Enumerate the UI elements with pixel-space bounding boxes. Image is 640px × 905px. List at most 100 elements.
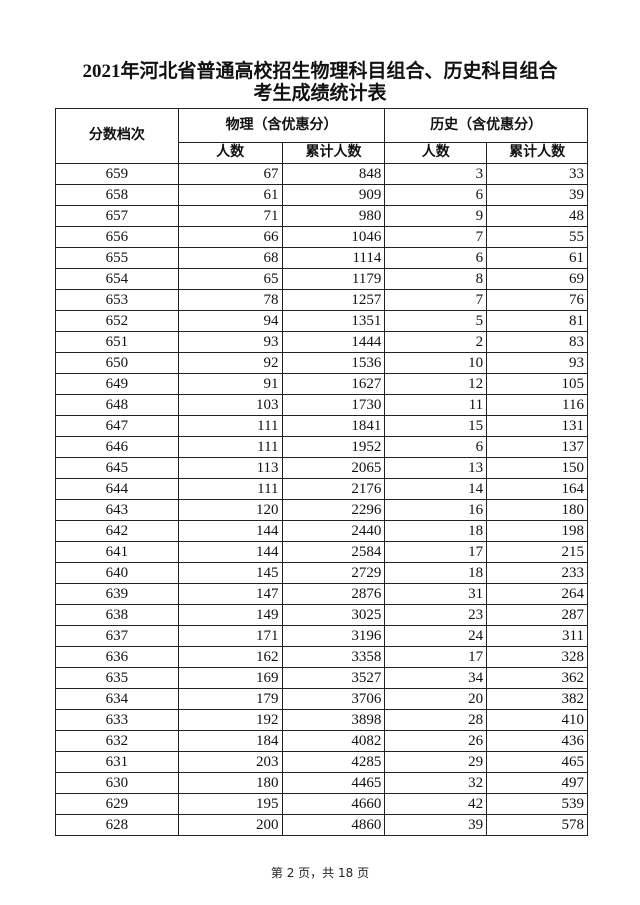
physics-cumulative-cell: 2296 (281, 499, 386, 521)
table-row: 641 144 2584 17 215 (55, 541, 588, 563)
history-count-cell: 10 (384, 352, 488, 374)
physics-count-cell: 179 (177, 688, 283, 710)
table-body: 659 67 848 3 33 658 61 909 6 39 657 71 980 9 48 656 66 10… (55, 163, 588, 836)
physics-count-cell: 111 (177, 436, 283, 458)
table-row: 648 103 1730 11 116 (55, 394, 588, 416)
table-row: 629 195 4660 42 539 (55, 793, 588, 815)
header-score: 分数档次 (55, 108, 179, 164)
history-cumulative-cell: 39 (486, 184, 588, 206)
physics-cumulative-cell: 4082 (281, 730, 386, 752)
page-footer: 第 2 页，共 18 页 (270, 866, 370, 880)
score-cell: 640 (55, 562, 179, 584)
physics-count-cell: 68 (177, 247, 283, 269)
physics-count-cell: 94 (177, 310, 283, 332)
table-row: 636 162 3358 17 328 (55, 646, 588, 668)
history-cumulative-cell: 436 (486, 730, 588, 752)
history-count-cell: 7 (384, 226, 488, 248)
table-row: 643 120 2296 16 180 (55, 499, 588, 521)
physics-count-cell: 111 (177, 478, 283, 500)
history-cumulative-cell: 83 (486, 331, 588, 353)
history-count-cell: 31 (384, 583, 488, 605)
physics-count-cell: 120 (177, 499, 283, 521)
physics-count-cell: 71 (177, 205, 283, 227)
table-row: 640 145 2729 18 233 (55, 562, 588, 584)
physics-count-cell: 111 (177, 415, 283, 437)
physics-count-cell: 93 (177, 331, 283, 353)
table-row: 654 65 1179 8 69 (55, 268, 588, 290)
history-cumulative-cell: 578 (486, 814, 588, 836)
history-cumulative-cell: 81 (486, 310, 588, 332)
table-row: 632 184 4082 26 436 (55, 730, 588, 752)
history-cumulative-cell: 33 (486, 163, 588, 185)
score-cell: 648 (55, 394, 179, 416)
history-cumulative-cell: 137 (486, 436, 588, 458)
physics-cumulative-cell: 4660 (281, 793, 386, 815)
score-cell: 656 (55, 226, 179, 248)
history-count-cell: 39 (384, 814, 488, 836)
history-cumulative-cell: 61 (486, 247, 588, 269)
physics-count-cell: 113 (177, 457, 283, 479)
physics-cumulative-cell: 1179 (281, 268, 386, 290)
physics-count-cell: 145 (177, 562, 283, 584)
history-count-cell: 42 (384, 793, 488, 815)
table-row: 651 93 1444 2 83 (55, 331, 588, 353)
physics-cumulative-cell: 4860 (281, 814, 386, 836)
score-cell: 636 (55, 646, 179, 668)
physics-count-cell: 61 (177, 184, 283, 206)
table-row: 650 92 1536 10 93 (55, 352, 588, 374)
history-count-cell: 28 (384, 709, 488, 731)
physics-count-cell: 200 (177, 814, 283, 836)
history-count-cell: 11 (384, 394, 488, 416)
page-subtitle: 考生成绩统计表 (253, 83, 387, 104)
history-cumulative-cell: 311 (486, 625, 588, 647)
header-history-count: 人数 (384, 142, 488, 164)
history-cumulative-cell: 328 (486, 646, 588, 668)
history-cumulative-cell: 69 (486, 268, 588, 290)
physics-cumulative-cell: 4285 (281, 751, 386, 773)
history-count-cell: 15 (384, 415, 488, 437)
history-cumulative-cell: 93 (486, 352, 588, 374)
physics-count-cell: 66 (177, 226, 283, 248)
physics-count-cell: 184 (177, 730, 283, 752)
table-row: 652 94 1351 5 81 (55, 310, 588, 332)
history-cumulative-cell: 539 (486, 793, 588, 815)
history-cumulative-cell: 131 (486, 415, 588, 437)
physics-cumulative-cell: 1351 (281, 310, 386, 332)
physics-count-cell: 192 (177, 709, 283, 731)
table-row: 630 180 4465 32 497 (55, 772, 588, 794)
history-count-cell: 14 (384, 478, 488, 500)
score-cell: 658 (55, 184, 179, 206)
history-count-cell: 6 (384, 247, 488, 269)
table-row: 647 111 1841 15 131 (55, 415, 588, 437)
physics-cumulative-cell: 3358 (281, 646, 386, 668)
table-row: 655 68 1114 6 61 (55, 247, 588, 269)
history-count-cell: 12 (384, 373, 488, 395)
table-row: 646 111 1952 6 137 (55, 436, 588, 458)
score-cell: 643 (55, 499, 179, 521)
history-count-cell: 2 (384, 331, 488, 353)
history-cumulative-cell: 180 (486, 499, 588, 521)
physics-count-cell: 103 (177, 394, 283, 416)
history-count-cell: 6 (384, 436, 488, 458)
table-row: 649 91 1627 12 105 (55, 373, 588, 395)
history-cumulative-cell: 198 (486, 520, 588, 542)
history-count-cell: 3 (384, 163, 488, 185)
history-count-cell: 16 (384, 499, 488, 521)
physics-count-cell: 92 (177, 352, 283, 374)
score-cell: 657 (55, 205, 179, 227)
history-count-cell: 17 (384, 646, 488, 668)
physics-count-cell: 78 (177, 289, 283, 311)
history-cumulative-cell: 215 (486, 541, 588, 563)
history-count-cell: 24 (384, 625, 488, 647)
score-cell: 651 (55, 331, 179, 353)
physics-count-cell: 149 (177, 604, 283, 626)
score-cell: 629 (55, 793, 179, 815)
score-cell: 630 (55, 772, 179, 794)
physics-count-cell: 67 (177, 163, 283, 185)
history-cumulative-cell: 264 (486, 583, 588, 605)
score-cell: 659 (55, 163, 179, 185)
physics-cumulative-cell: 3196 (281, 625, 386, 647)
history-count-cell: 6 (384, 184, 488, 206)
table-row: 644 111 2176 14 164 (55, 478, 588, 500)
physics-cumulative-cell: 3898 (281, 709, 386, 731)
